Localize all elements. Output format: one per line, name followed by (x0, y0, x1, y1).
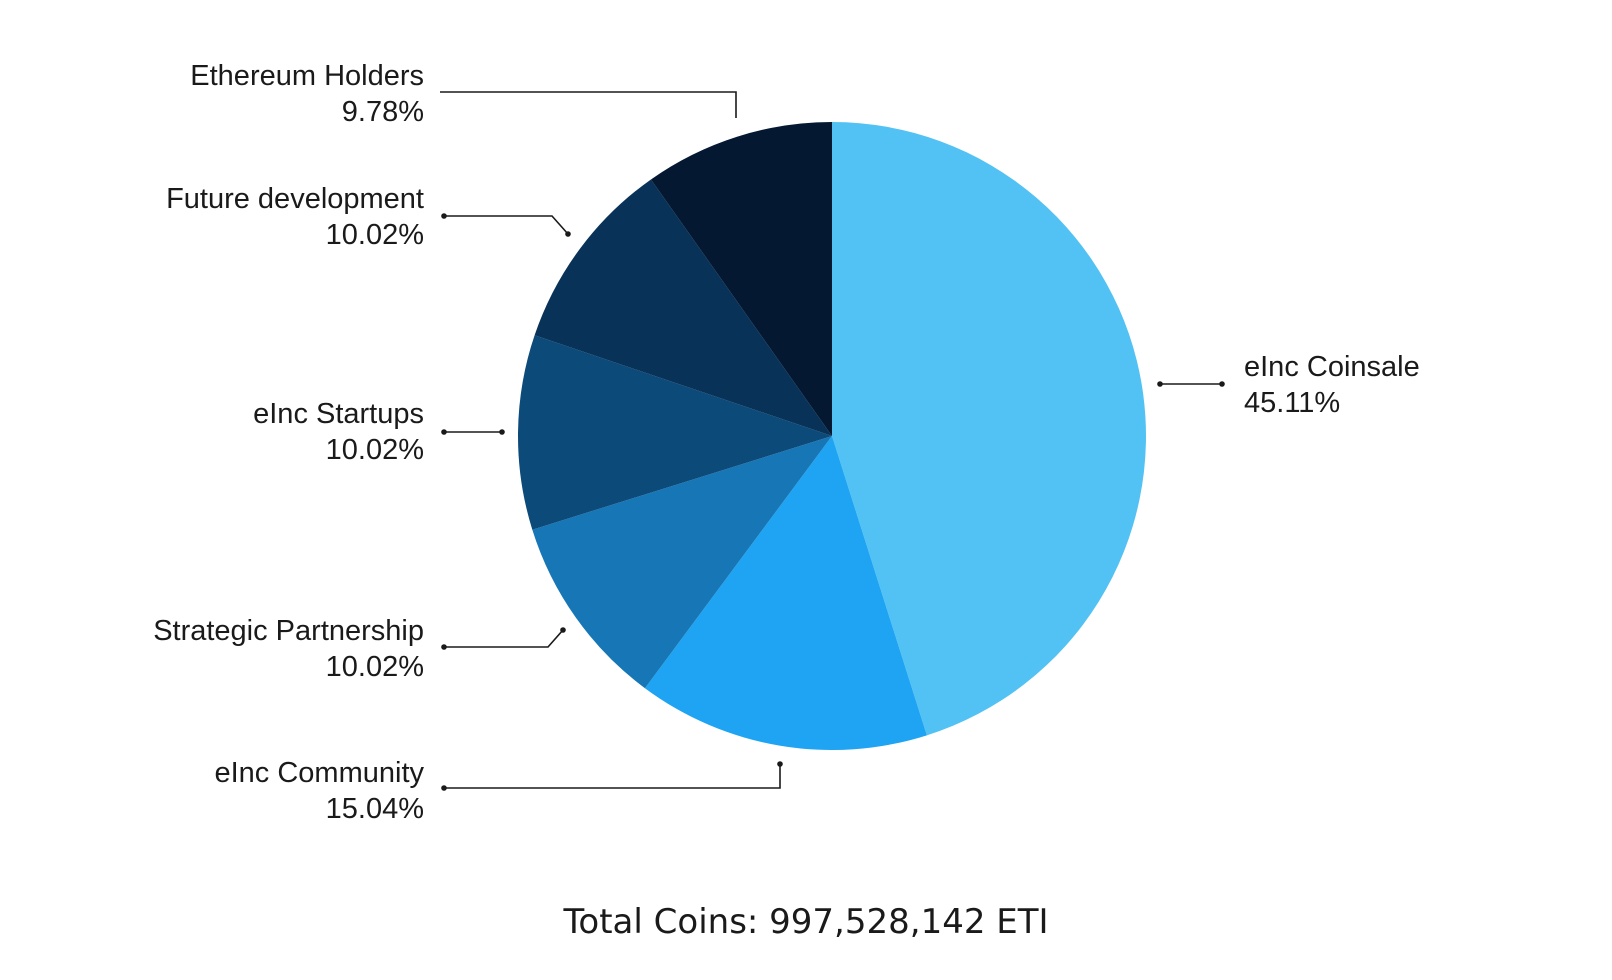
leader-dot-einc-startups-0 (441, 429, 447, 435)
leader-dot-future-development-1 (565, 231, 571, 237)
pie-slice-strategic-partnership (532, 436, 832, 689)
slice-label-einc-coinsale: eInc Coinsale (1244, 351, 1420, 383)
slice-value-einc-startups: 10.02% (326, 434, 424, 466)
leader-dot-strategic-partnership-1 (560, 627, 566, 633)
pie-slice-einc-community (644, 436, 927, 750)
slice-value-ethereum-holders: 9.78% (342, 96, 424, 128)
pie-slice-ethereum-holders (650, 122, 832, 436)
leader-lines (440, 91, 1225, 791)
leader-line-future-development (444, 215, 569, 235)
slice-label-einc-community: eInc Community (214, 757, 424, 789)
leader-dot-strategic-partnership-0 (441, 644, 447, 650)
slice-value-einc-coinsale: 45.11% (1244, 387, 1340, 419)
leader-line-einc-community (444, 764, 781, 789)
pie-slices (518, 122, 1146, 750)
leader-dot-einc-community-1 (777, 761, 783, 767)
slice-value-future-development: 10.02% (326, 219, 424, 251)
total-coins-caption: Total Coins: 997,528,142 ETI (563, 902, 1049, 942)
leader-dot-einc-startups-1 (499, 429, 505, 435)
pie-slice-einc-startups (518, 335, 832, 530)
leader-dot-einc-community-0 (441, 785, 447, 791)
slice-label-future-development: Future development (166, 183, 424, 215)
pie-chart: eInc Coinsale 45.11% eInc Community 15.04% S… (153, 60, 1420, 825)
leader-dot-future-development-0 (441, 213, 447, 219)
slice-label-einc-startups: eInc Startups (253, 398, 424, 430)
slice-labels: eInc Coinsale 45.11% eInc Community 15.04% S… (153, 60, 1420, 825)
leader-dot-einc-coinsale-0 (1157, 381, 1163, 387)
slice-value-strategic-partnership: 10.02% (326, 651, 424, 683)
slice-value-einc-community: 15.04% (326, 793, 424, 825)
slice-label-strategic-partnership: Strategic Partnership (153, 615, 424, 647)
leader-dot-einc-coinsale-1 (1219, 381, 1225, 387)
pie-slice-einc-coinsale (832, 122, 1146, 736)
leader-line-strategic-partnership (444, 629, 564, 648)
leader-line-ethereum-holders (440, 91, 737, 118)
slice-label-ethereum-holders: Ethereum Holders (190, 60, 424, 92)
pie-slice-future-development (534, 179, 832, 436)
